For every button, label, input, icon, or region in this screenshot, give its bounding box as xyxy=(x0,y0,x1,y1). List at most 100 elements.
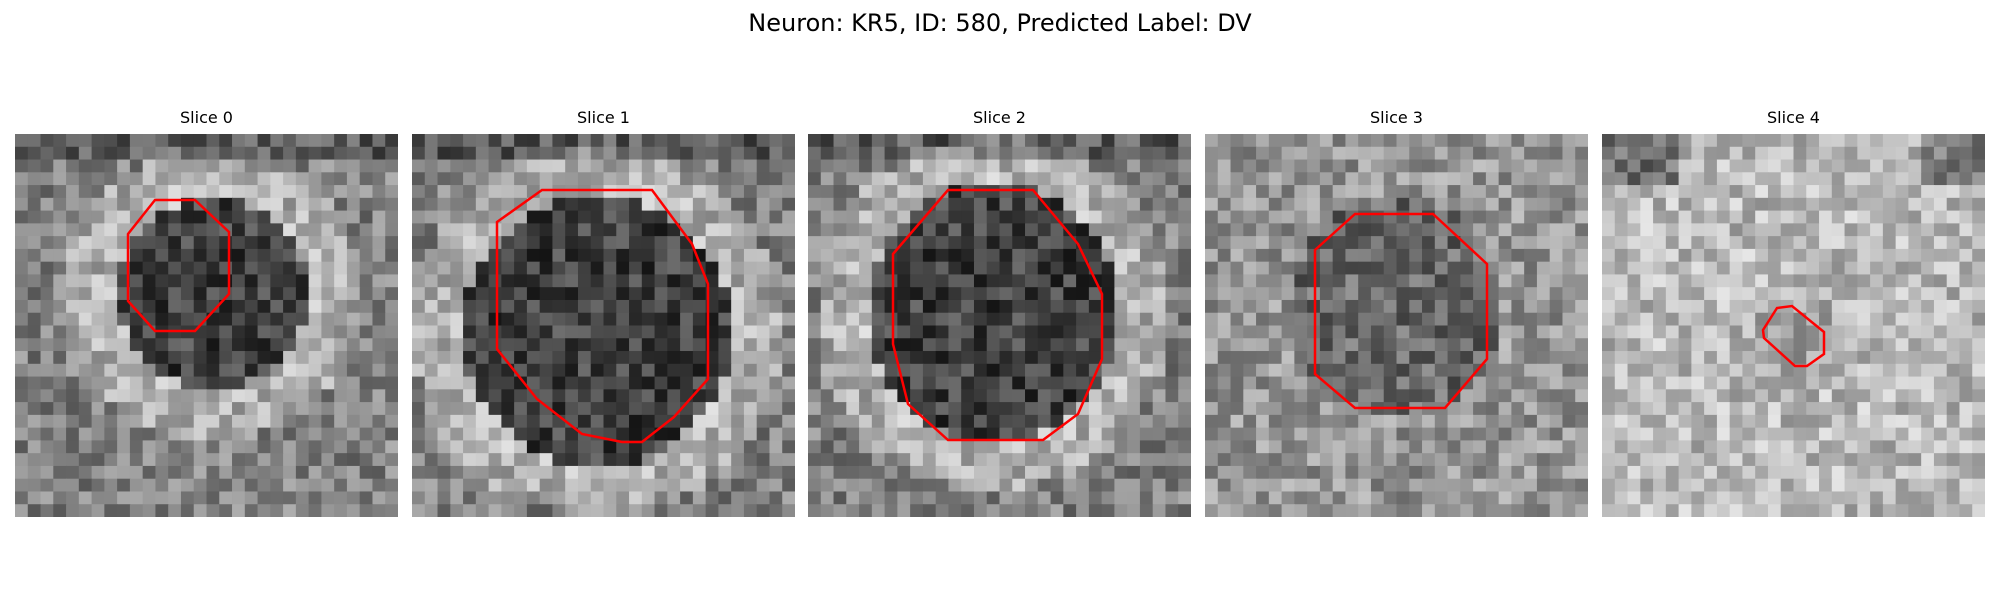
pixel-cell xyxy=(1640,172,1654,186)
pixel-cell xyxy=(232,287,246,301)
pixel-cell xyxy=(219,504,233,517)
pixel-cell xyxy=(1959,363,1973,378)
pixel-cell xyxy=(1076,312,1090,327)
pixel-cell xyxy=(40,287,54,301)
pixel-cell xyxy=(359,427,374,441)
pixel-cell xyxy=(705,159,719,173)
pixel-cell xyxy=(1485,402,1500,416)
pixel-cell xyxy=(78,172,93,186)
pixel-cell xyxy=(412,376,426,390)
pixel-cell xyxy=(629,299,643,314)
pixel-cell xyxy=(1101,248,1115,263)
pixel-cell xyxy=(15,376,29,390)
pixel-cell xyxy=(437,287,451,301)
pixel-cell xyxy=(1882,299,1897,314)
pixel-cell xyxy=(295,134,310,148)
pixel-cell xyxy=(321,491,335,505)
pixel-cell xyxy=(871,363,886,378)
pixel-cell xyxy=(1857,274,1871,288)
pixel-cell xyxy=(334,210,348,224)
pixel-cell xyxy=(1434,287,1449,301)
pixel-cell xyxy=(1345,414,1359,429)
pixel-cell xyxy=(475,248,490,263)
pixel-cell xyxy=(1370,261,1385,276)
grayscale-pixels-0 xyxy=(15,134,398,517)
pixel-cell xyxy=(424,236,439,250)
pixel-cell xyxy=(1383,453,1398,467)
pixel-cell xyxy=(295,223,310,237)
pixel-cell xyxy=(1178,453,1191,467)
pixel-cell xyxy=(526,223,541,237)
pixel-cell xyxy=(552,491,566,505)
pixel-cell xyxy=(359,478,374,493)
pixel-cell xyxy=(129,478,144,493)
pixel-cell xyxy=(385,146,398,161)
pixel-cell xyxy=(1165,197,1179,212)
slice-panel-4: Slice 4 xyxy=(1602,108,1985,517)
pixel-cell xyxy=(1139,146,1154,161)
pixel-cell xyxy=(1933,146,1948,161)
pixel-cell xyxy=(1307,402,1321,416)
pixel-cell xyxy=(999,338,1013,352)
pixel-cell xyxy=(1511,376,1525,390)
pixel-cell xyxy=(705,248,719,263)
pixel-cell xyxy=(1332,134,1347,148)
pixel-cell xyxy=(1332,248,1347,263)
pixel-cell xyxy=(193,440,208,454)
pixel-cell xyxy=(372,465,386,480)
pixel-cell xyxy=(180,236,195,250)
pixel-cell xyxy=(961,351,975,365)
pixel-cell xyxy=(1870,172,1884,186)
pixel-cell xyxy=(526,236,541,250)
pixel-cell xyxy=(603,261,617,276)
pixel-cell xyxy=(973,134,988,148)
pixel-cell xyxy=(1575,325,1588,339)
pixel-cell xyxy=(705,389,719,403)
pixel-cell xyxy=(117,325,131,339)
pixel-cell xyxy=(1498,287,1512,301)
pixel-cell xyxy=(1844,197,1858,212)
pixel-cell xyxy=(1383,223,1398,237)
pixel-cell xyxy=(1882,146,1897,161)
pixel-cell xyxy=(1806,440,1820,454)
pixel-cell xyxy=(973,159,988,173)
pixel-cell xyxy=(1205,134,1219,148)
pixel-cell xyxy=(1383,261,1398,276)
pixel-cell xyxy=(257,338,271,352)
pixel-cell xyxy=(66,299,80,314)
pixel-cell xyxy=(1755,312,1769,327)
pixel-cell xyxy=(1831,389,1846,403)
pixel-cell xyxy=(1294,185,1308,199)
pixel-cell xyxy=(1063,159,1077,173)
pixel-cell xyxy=(897,185,911,199)
pixel-cell xyxy=(334,363,348,378)
pixel-cell xyxy=(577,453,592,467)
pixel-cell xyxy=(859,427,873,441)
pixel-cell xyxy=(999,312,1013,327)
pixel-cell xyxy=(1127,389,1141,403)
pixel-cell xyxy=(1485,338,1500,352)
pixel-cell xyxy=(1114,427,1128,441)
pixel-cell xyxy=(283,427,297,441)
pixel-cell xyxy=(1256,351,1270,365)
pixel-cell xyxy=(552,287,566,301)
pixel-cell xyxy=(680,465,694,480)
pixel-cell xyxy=(1627,210,1641,224)
pixel-cell xyxy=(1243,491,1257,505)
pixel-cell xyxy=(1614,414,1629,429)
pixel-cell xyxy=(78,453,93,467)
pixel-cell xyxy=(961,223,975,237)
pixel-cell xyxy=(129,185,144,199)
pixel-cell xyxy=(385,402,398,416)
pixel-cell xyxy=(1076,325,1090,339)
pixel-cell xyxy=(1012,159,1026,173)
pixel-cell xyxy=(1882,363,1897,378)
pixel-cell xyxy=(283,197,297,212)
pixel-cell xyxy=(692,504,707,517)
pixel-cell xyxy=(782,210,795,224)
pixel-cell xyxy=(1063,389,1077,403)
pixel-cell xyxy=(935,197,950,212)
pixel-cell xyxy=(1396,338,1410,352)
pixel-cell xyxy=(501,146,515,161)
pixel-cell xyxy=(308,185,322,199)
